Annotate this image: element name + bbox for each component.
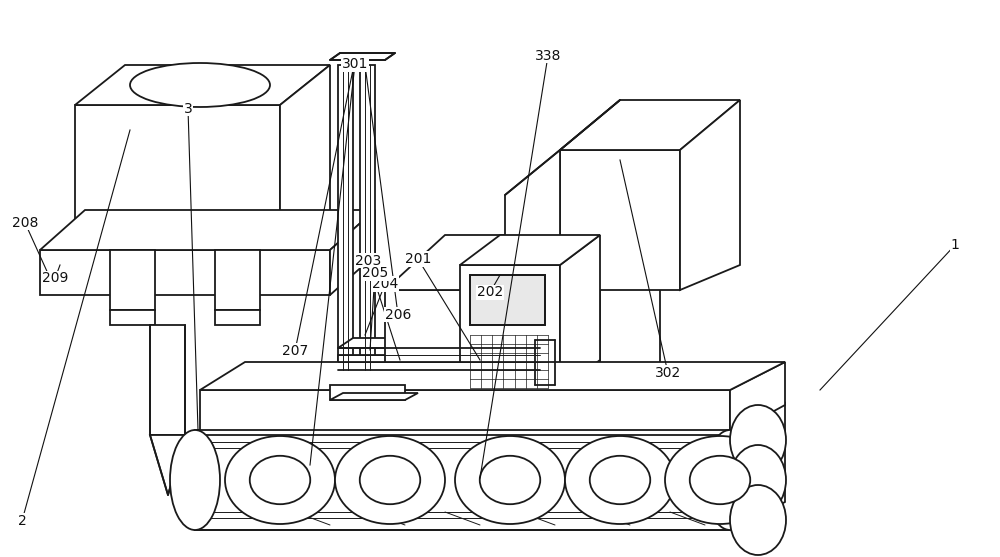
Ellipse shape — [130, 63, 270, 107]
Ellipse shape — [690, 456, 750, 504]
Polygon shape — [75, 65, 330, 105]
Polygon shape — [40, 250, 330, 295]
Polygon shape — [600, 235, 660, 455]
Polygon shape — [338, 65, 353, 370]
Polygon shape — [150, 435, 185, 495]
Text: 209: 209 — [42, 271, 68, 286]
Polygon shape — [338, 355, 540, 370]
Text: 207: 207 — [282, 344, 308, 358]
Polygon shape — [330, 393, 418, 400]
Ellipse shape — [730, 405, 786, 475]
Polygon shape — [385, 290, 600, 455]
Polygon shape — [560, 235, 600, 390]
Polygon shape — [195, 430, 730, 530]
Polygon shape — [110, 310, 155, 325]
Polygon shape — [200, 362, 785, 390]
Ellipse shape — [455, 436, 565, 524]
Ellipse shape — [565, 436, 675, 524]
Text: 1: 1 — [951, 238, 959, 252]
Polygon shape — [505, 150, 560, 335]
Polygon shape — [730, 402, 785, 530]
Text: 202: 202 — [477, 285, 503, 300]
Polygon shape — [215, 250, 260, 310]
Polygon shape — [110, 250, 155, 310]
Polygon shape — [460, 390, 560, 410]
Polygon shape — [345, 363, 360, 395]
Polygon shape — [680, 100, 740, 290]
Polygon shape — [385, 360, 400, 385]
Ellipse shape — [590, 456, 650, 504]
Polygon shape — [330, 385, 405, 400]
Polygon shape — [560, 150, 680, 290]
Ellipse shape — [360, 456, 420, 504]
Text: 2: 2 — [18, 514, 26, 528]
Polygon shape — [330, 368, 385, 385]
Ellipse shape — [665, 436, 775, 524]
Ellipse shape — [250, 456, 310, 504]
Polygon shape — [560, 100, 740, 150]
Polygon shape — [75, 105, 280, 250]
Ellipse shape — [705, 430, 755, 530]
Polygon shape — [338, 338, 555, 348]
Polygon shape — [460, 265, 560, 390]
Text: 3: 3 — [184, 101, 192, 116]
Text: 204: 204 — [372, 277, 398, 291]
Polygon shape — [460, 235, 600, 265]
Ellipse shape — [170, 430, 220, 530]
Polygon shape — [470, 275, 545, 325]
Text: 201: 201 — [405, 252, 431, 266]
Ellipse shape — [480, 456, 540, 504]
Polygon shape — [385, 235, 660, 290]
Polygon shape — [330, 370, 345, 395]
Polygon shape — [360, 65, 375, 370]
Ellipse shape — [335, 436, 445, 524]
Ellipse shape — [225, 436, 335, 524]
Polygon shape — [40, 210, 375, 250]
Ellipse shape — [730, 445, 786, 515]
Polygon shape — [330, 210, 375, 295]
Polygon shape — [338, 370, 540, 378]
Polygon shape — [215, 310, 260, 325]
Polygon shape — [460, 410, 560, 430]
Polygon shape — [280, 65, 330, 250]
Polygon shape — [200, 390, 730, 435]
Text: 206: 206 — [385, 307, 411, 322]
Polygon shape — [200, 448, 725, 512]
Text: 203: 203 — [355, 253, 381, 268]
Polygon shape — [150, 325, 185, 435]
Polygon shape — [535, 340, 555, 385]
Text: 208: 208 — [12, 216, 38, 230]
Text: 205: 205 — [362, 266, 388, 280]
Polygon shape — [330, 53, 395, 60]
Polygon shape — [730, 362, 785, 435]
Text: 301: 301 — [342, 57, 368, 71]
Text: 302: 302 — [655, 366, 681, 380]
Text: 338: 338 — [535, 48, 561, 63]
Ellipse shape — [730, 485, 786, 555]
